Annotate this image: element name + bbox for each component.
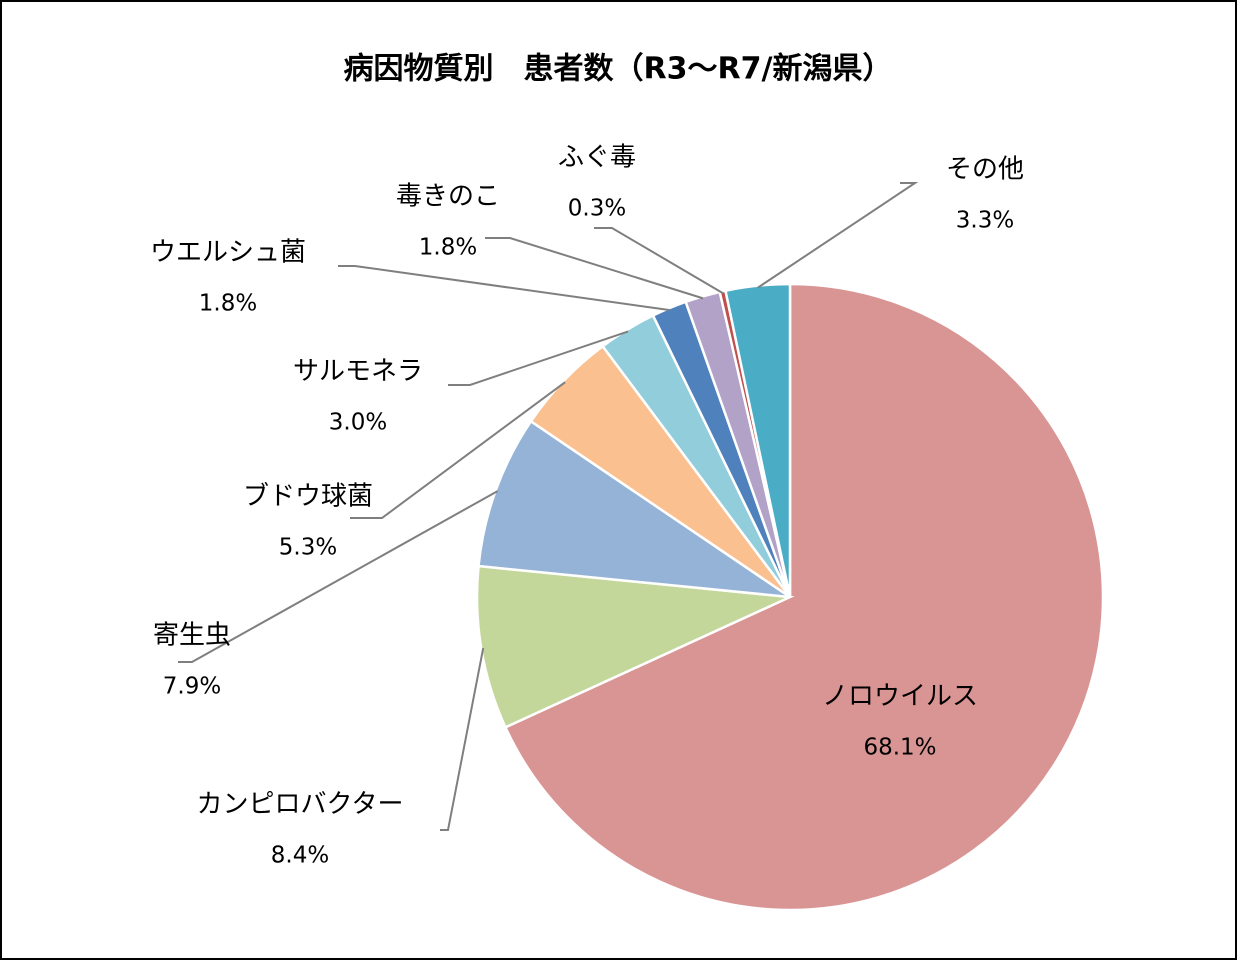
chart-title: 病因物質別 患者数（R3～R7/新潟県） [344, 52, 893, 87]
leader-line [485, 237, 704, 300]
data-label-value: 0.3% [568, 196, 626, 222]
data-label-value: 1.8% [199, 291, 257, 317]
data-label-name: 寄生虫 [153, 621, 231, 651]
pie-slice [503, 282, 1105, 912]
data-label-value: 7.9% [163, 674, 221, 700]
pie-slice [475, 564, 795, 729]
leader-line [448, 330, 629, 386]
data-label-value: 3.0% [329, 410, 387, 436]
leader-line [757, 182, 919, 289]
data-label-value: 1.8% [419, 235, 477, 261]
data-label-name: ウエルシュ菌 [150, 238, 306, 268]
data-label-name: その他 [946, 155, 1024, 185]
leader-line [338, 265, 671, 312]
data-label-name: サルモネラ [293, 357, 423, 387]
data-label-value: 5.3% [279, 535, 337, 561]
data-label-name: カンピロバクター [197, 790, 404, 820]
data-label-value: 68.1% [863, 735, 936, 761]
data-label-value: 3.3% [956, 208, 1014, 234]
data-label-name: ブドウ球菌 [243, 482, 373, 512]
pie-slice [724, 282, 792, 598]
data-label-name: 毒きのこ [396, 182, 500, 212]
data-label-name: ノロウイルス [822, 682, 978, 712]
pie-slice [477, 419, 791, 599]
leader-line [350, 381, 566, 519]
data-label-value: 8.4% [271, 843, 329, 869]
data-label-name: ふぐ毒 [558, 143, 636, 173]
leader-line [594, 227, 724, 295]
leader-line [178, 490, 499, 663]
leader-line [440, 647, 485, 831]
